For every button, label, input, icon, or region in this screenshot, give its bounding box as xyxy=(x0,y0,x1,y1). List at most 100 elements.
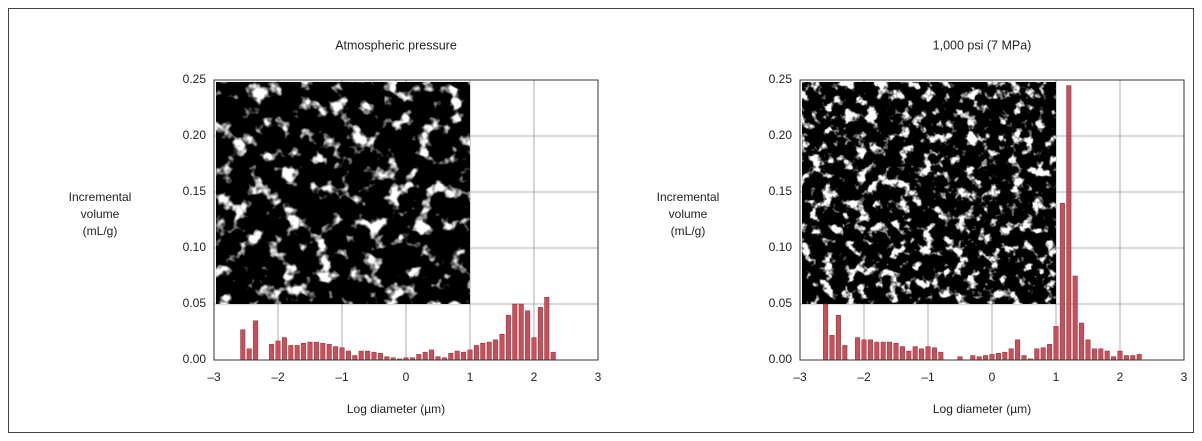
x-axis-label: Log diameter (µm) xyxy=(933,402,1031,416)
y-tick-label: 0.10 xyxy=(183,240,207,254)
bar xyxy=(275,340,281,361)
y-axis-label: Incremental xyxy=(657,190,720,204)
bar xyxy=(301,342,307,361)
bar xyxy=(861,339,867,361)
x-axis-label: Log diameter (µm) xyxy=(347,402,445,416)
bar xyxy=(499,333,505,361)
bar xyxy=(429,349,435,361)
bar xyxy=(416,354,422,361)
bar xyxy=(253,320,259,361)
bar xyxy=(1040,347,1046,361)
bar xyxy=(486,341,492,361)
x-tick-label: –1 xyxy=(335,370,349,384)
x-tick-label: –3 xyxy=(793,370,807,384)
bar xyxy=(352,355,358,361)
x-tick-label: 3 xyxy=(1181,370,1188,384)
bar xyxy=(842,345,848,361)
bar xyxy=(294,345,300,361)
y-axis-label: volume xyxy=(669,207,708,221)
x-tick-label: 0 xyxy=(989,370,996,384)
bar xyxy=(912,346,918,361)
bar xyxy=(531,337,537,361)
bar xyxy=(1008,348,1014,361)
x-tick-label: 0 xyxy=(403,370,410,384)
bar xyxy=(976,356,982,361)
x-tick-label: 1 xyxy=(1053,370,1060,384)
bar xyxy=(899,346,905,361)
bar xyxy=(1111,356,1117,361)
bar xyxy=(313,341,319,361)
bar xyxy=(358,350,364,361)
plot-frame xyxy=(799,79,1185,361)
chart-title: 1,000 psi (7 MPa) xyxy=(933,38,1032,52)
bar xyxy=(1130,355,1136,361)
bar xyxy=(339,347,345,361)
bar xyxy=(505,314,511,361)
bar xyxy=(422,351,428,361)
bar xyxy=(1047,344,1053,361)
bar xyxy=(1072,275,1078,361)
bar xyxy=(1066,85,1072,361)
bar xyxy=(957,356,963,361)
bar xyxy=(345,350,351,361)
bar xyxy=(1117,350,1123,361)
y-tick-label: 0.00 xyxy=(183,352,207,366)
y-axis-label: volume xyxy=(81,207,120,221)
bar xyxy=(333,346,339,361)
y-tick-label: 0.20 xyxy=(769,128,793,142)
x-tick-label: –3 xyxy=(207,370,221,384)
bar xyxy=(384,356,390,361)
bar xyxy=(931,347,937,361)
bar xyxy=(893,342,899,361)
bar xyxy=(281,337,287,361)
bar xyxy=(925,346,931,361)
bar xyxy=(887,341,893,361)
bar xyxy=(537,307,543,361)
micrograph-texture xyxy=(216,82,470,304)
bar xyxy=(377,353,383,361)
bar xyxy=(246,348,252,361)
bar xyxy=(240,329,246,361)
bar xyxy=(320,342,326,361)
x-tick-label: –2 xyxy=(857,370,871,384)
bar xyxy=(995,353,1001,361)
bar xyxy=(1098,348,1104,361)
micrograph-texture xyxy=(802,82,1056,304)
bar xyxy=(480,342,486,361)
y-axis-label: Incremental xyxy=(69,190,132,204)
bar xyxy=(512,303,518,361)
bar xyxy=(835,314,841,361)
bar xyxy=(1079,322,1085,361)
y-tick-label: 0.15 xyxy=(769,184,793,198)
y-tick-label: 0.10 xyxy=(769,240,793,254)
bar xyxy=(467,349,473,361)
bar xyxy=(983,355,989,361)
y-tick-label: 0.05 xyxy=(769,296,793,310)
bar xyxy=(371,351,377,361)
bar xyxy=(544,297,550,361)
bar xyxy=(1002,351,1008,361)
x-tick-label: 1 xyxy=(467,370,474,384)
bar xyxy=(525,310,531,361)
bar xyxy=(550,351,556,361)
bar xyxy=(365,350,371,361)
x-tick-label: –1 xyxy=(921,370,935,384)
bar xyxy=(906,350,912,361)
bar xyxy=(880,341,886,361)
bar xyxy=(970,355,976,361)
bar xyxy=(1136,354,1142,361)
y-tick-label: 0.15 xyxy=(183,184,207,198)
plot-frame xyxy=(213,79,599,361)
y-tick-label: 0.20 xyxy=(183,128,207,142)
bar xyxy=(435,356,441,361)
bar xyxy=(1123,355,1129,361)
bar xyxy=(326,344,332,361)
bar xyxy=(269,344,275,361)
bar xyxy=(1085,339,1091,361)
bar xyxy=(919,348,925,361)
bar xyxy=(823,303,829,361)
bar xyxy=(989,354,995,361)
chart-title: Atmospheric pressure xyxy=(335,38,457,52)
bar xyxy=(518,303,524,361)
bar xyxy=(473,345,479,361)
